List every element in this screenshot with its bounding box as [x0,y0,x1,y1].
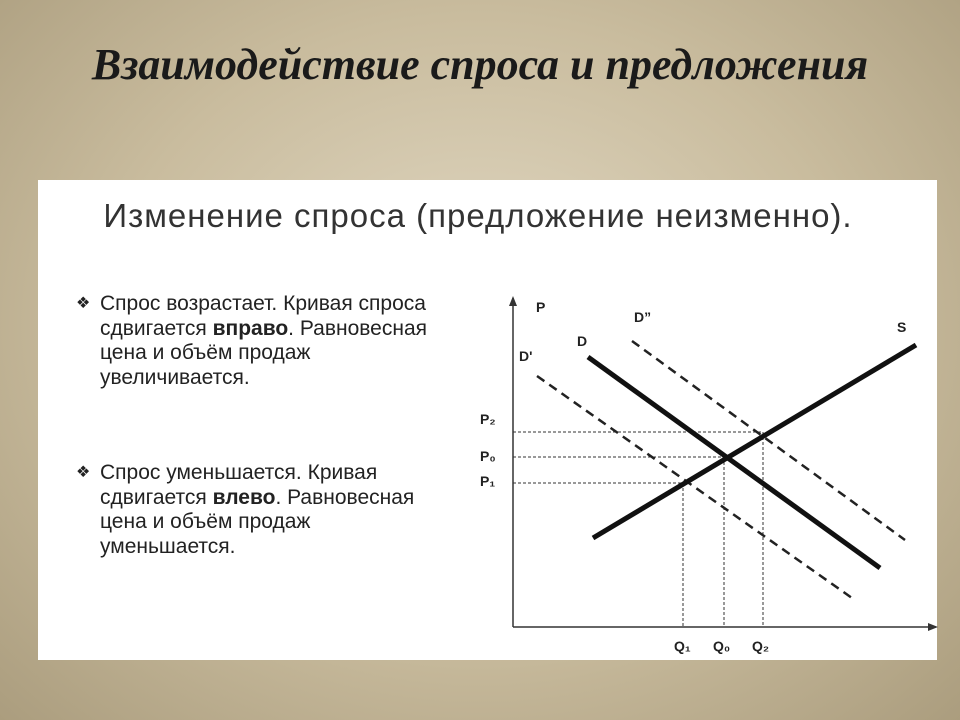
bullet-bold: вправо [212,316,289,340]
curve-label: D” [634,309,651,325]
demand-curve [586,354,882,571]
bullet: ❖ Спрос возрастает. Кривая спроса сдвигае… [76,292,440,390]
demand-left-curve [536,374,853,600]
panel-heading: Изменение спроса (предложение неизменно)… [103,197,853,234]
price-label: P₀ [480,448,496,464]
quantity-label: Q₂ [752,638,769,654]
bullet: ❖ Спрос уменьшается. Кривая сдвигается вл… [76,461,440,559]
bullet-text: . Равновесная цена и объём продаж увелич… [100,316,427,389]
arrowhead [509,296,517,306]
quantity-label: Q₀ [713,638,730,654]
bullet-bold: влево [212,485,276,509]
price-label: P₂ [480,411,496,427]
bullet-text: Спрос уменьшается. Кривая сдвигается [100,461,378,509]
slide-title: Взаимодействие спроса и предложения [91,40,869,89]
curve-label: D' [519,348,532,364]
bullet-icon: ❖ [76,464,91,481]
bullet-text: Спрос возрастает. Кривая спроса сдвигает… [100,292,426,340]
curve-label: S [897,319,906,335]
quantity-label: Q₁ [674,638,691,654]
bullet-text: . Равновесная цена и объём продаж уменьш… [100,485,415,558]
bullet-icon: ❖ [76,295,91,312]
axis-label: P [536,299,545,315]
supply-curve [591,342,918,541]
arrowhead [928,623,938,631]
curve-label: D [577,333,587,349]
demand-right-curve [631,339,906,542]
price-label: P₁ [480,473,495,489]
